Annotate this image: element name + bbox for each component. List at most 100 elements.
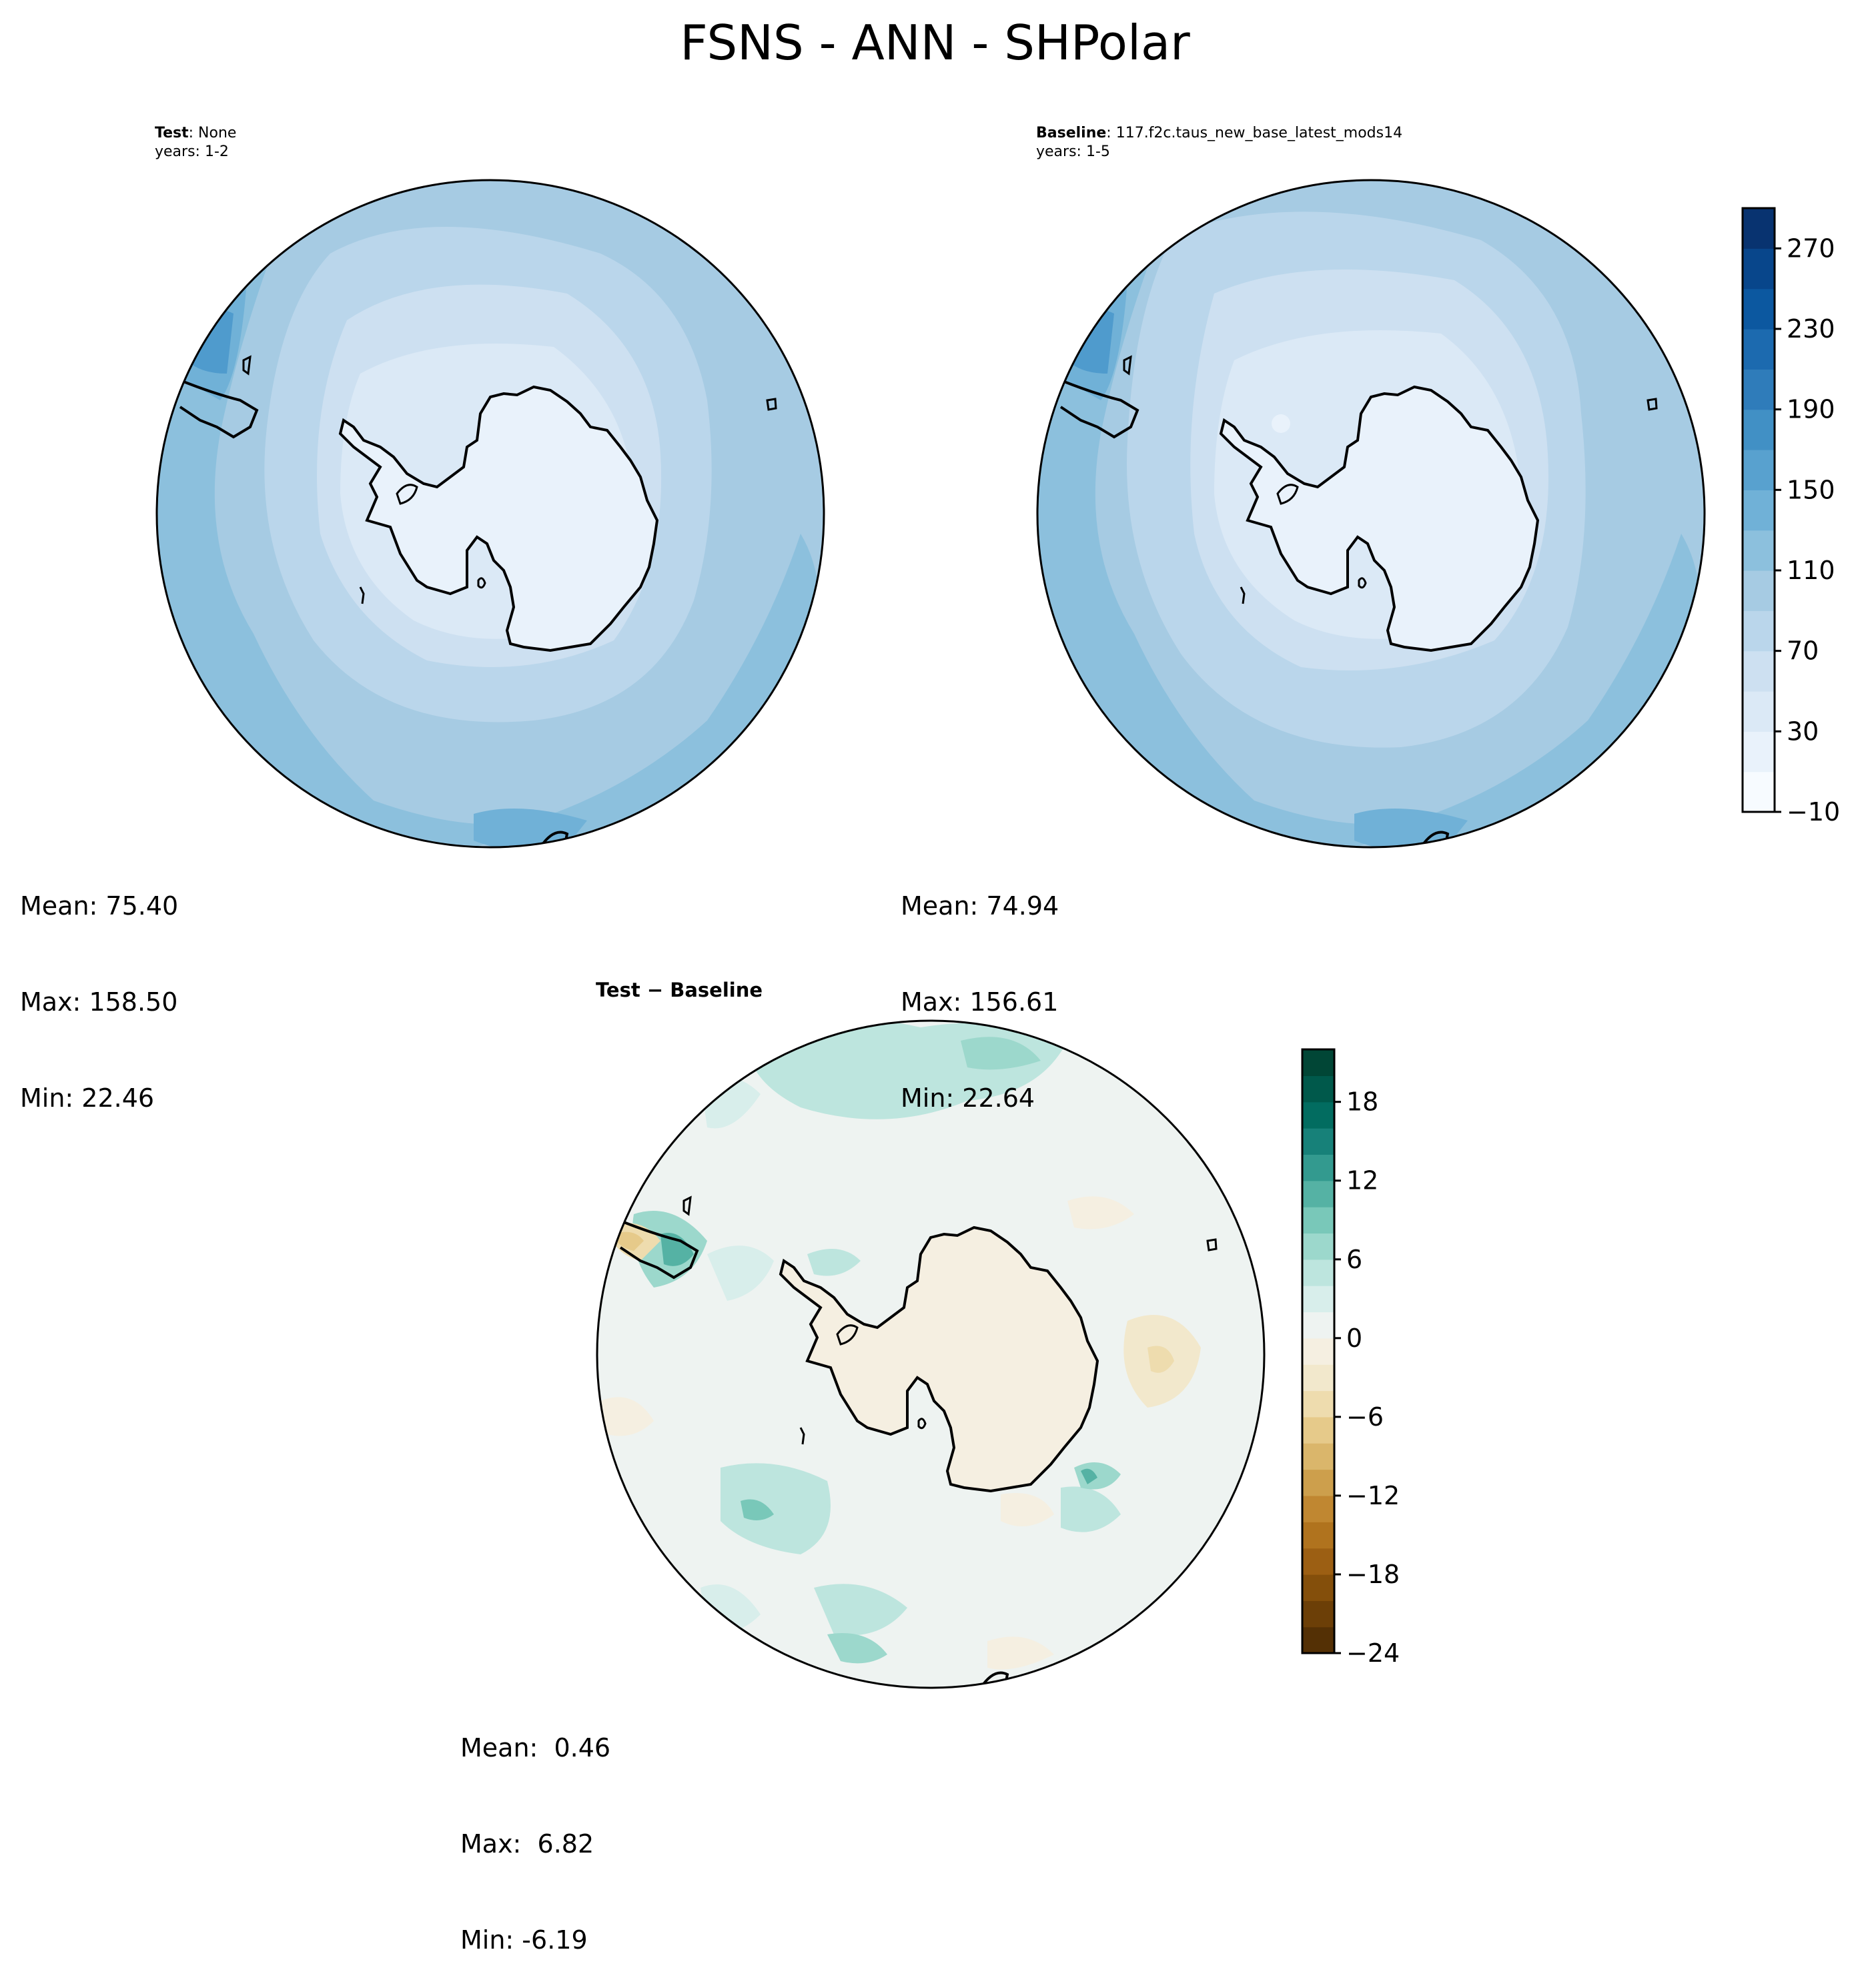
diff-kerguelen bbox=[1206, 1238, 1218, 1252]
test-label-bold: Test bbox=[155, 125, 189, 141]
diff-south-america-coast bbox=[619, 1219, 699, 1280]
main-colorbar-segment bbox=[1743, 450, 1775, 490]
diff-colorbar-segment bbox=[1302, 1443, 1334, 1470]
test-label-rest: : None bbox=[188, 125, 237, 141]
test-mean: Mean: 75.40 bbox=[20, 891, 179, 921]
main-colorbar-segment bbox=[1743, 288, 1775, 330]
main-colorbar-segment bbox=[1743, 731, 1775, 773]
baseline-coastline bbox=[1220, 386, 1539, 652]
baseline-max: Max: 156.61 bbox=[901, 987, 1059, 1017]
main-colorbar-segment bbox=[1743, 530, 1775, 571]
test-coastline bbox=[339, 386, 658, 652]
baseline-south-america-coast bbox=[1059, 379, 1139, 439]
diff-colorbar-segment bbox=[1302, 1286, 1334, 1313]
diff-colorbar-segment bbox=[1302, 1154, 1334, 1181]
baseline-mean: Mean: 74.94 bbox=[901, 891, 1059, 921]
test-map bbox=[157, 180, 824, 847]
diff-colorbar-tick-label: 6 bbox=[1346, 1245, 1362, 1274]
main-colorbar-segment bbox=[1743, 490, 1775, 531]
diff-colorbar-segment bbox=[1302, 1049, 1334, 1076]
baseline-panel-label: Baseline: 117.f2c.taus_new_base_latest_m… bbox=[1036, 124, 1402, 161]
test-south-america-coast bbox=[179, 379, 259, 439]
main-colorbar-tick-label: 70 bbox=[1787, 636, 1819, 666]
diff-colorbar-segment bbox=[1302, 1075, 1334, 1103]
maps-svg: 270 230 190 150 110 70 30 −10 18 12 6 0 −6 −12 −18 −24 bbox=[155, 179, 1840, 1689]
main-colorbar-tick-label: 30 bbox=[1787, 716, 1819, 746]
diff-colorbar-segment bbox=[1302, 1207, 1334, 1234]
diff-colorbar-segment bbox=[1302, 1390, 1334, 1418]
diff-colorbar-segment bbox=[1302, 1364, 1334, 1392]
diff-max: Max: 6.82 bbox=[460, 1829, 594, 1859]
diff-colorbar: 18 12 6 0 −6 −12 −18 −24 bbox=[1301, 1048, 1400, 1668]
main-colorbar-tick-label: 270 bbox=[1787, 233, 1835, 263]
test-years: years: 1-2 bbox=[155, 143, 229, 160]
diff-colorbar-segment bbox=[1302, 1495, 1334, 1522]
diff-colorbar-segment bbox=[1302, 1469, 1334, 1496]
diff-island bbox=[682, 1195, 692, 1216]
diff-colorbar-segment bbox=[1302, 1101, 1334, 1129]
test-kerguelen bbox=[766, 398, 777, 411]
figure-title: FSNS - ANN - SHPolar bbox=[680, 15, 1190, 71]
diff-colorbar-border bbox=[1301, 1048, 1336, 1654]
test-max: Max: 158.50 bbox=[20, 987, 178, 1017]
main-colorbar-segment bbox=[1743, 329, 1775, 370]
main-colorbar-segment bbox=[1743, 691, 1775, 732]
test-island bbox=[242, 355, 252, 376]
diff-label-bold: Test − Baseline bbox=[596, 979, 763, 1001]
diff-colorbar-segment bbox=[1302, 1312, 1334, 1339]
main-colorbar-tick-label: 110 bbox=[1787, 556, 1835, 585]
main-colorbar-segment bbox=[1743, 610, 1775, 652]
baseline-kerguelen bbox=[1647, 398, 1658, 411]
diff-colorbar-tick-label: −18 bbox=[1346, 1560, 1400, 1589]
diff-mean: Mean: 0.46 bbox=[460, 1733, 611, 1763]
diff-colorbar-tick-label: −6 bbox=[1346, 1402, 1384, 1432]
baseline-label-rest: : 117.f2c.taus_new_base_latest_mods14 bbox=[1106, 125, 1403, 141]
test-stats: Mean: 75.40 Max: 158.50 Min: 22.46 bbox=[20, 826, 178, 1146]
main-colorbar-segment bbox=[1743, 409, 1775, 450]
diff-colorbar-segment bbox=[1302, 1626, 1334, 1654]
baseline-island bbox=[1123, 355, 1132, 376]
diff-min: Min: -6.19 bbox=[460, 1925, 588, 1955]
baseline-years: years: 1-5 bbox=[1036, 143, 1110, 160]
diff-colorbar-segment bbox=[1302, 1259, 1334, 1286]
diff-colorbar-tick-label: 0 bbox=[1346, 1324, 1362, 1353]
diff-colorbar-segment bbox=[1302, 1600, 1334, 1628]
main-colorbar-tick-label: 190 bbox=[1787, 395, 1835, 424]
diff-colorbar-segment bbox=[1302, 1522, 1334, 1549]
main-colorbar-segment bbox=[1743, 650, 1775, 692]
main-colorbar-border bbox=[1741, 207, 1776, 813]
main-colorbar-segment bbox=[1743, 570, 1775, 611]
diff-panel-label: Test − Baseline bbox=[596, 979, 763, 1001]
main-colorbar-tick-label: 150 bbox=[1787, 475, 1835, 504]
diff-colorbar-segment bbox=[1302, 1128, 1334, 1155]
diff-map bbox=[597, 1021, 1264, 1688]
baseline-stats: Mean: 74.94 Max: 156.61 Min: 22.64 bbox=[901, 826, 1059, 1146]
diff-colorbar-segment bbox=[1302, 1338, 1334, 1365]
diff-colorbar-tick-label: 12 bbox=[1346, 1166, 1378, 1195]
baseline-label-bold: Baseline bbox=[1036, 125, 1107, 141]
diff-colorbar-segment bbox=[1302, 1574, 1334, 1601]
main-colorbar-tick-label: 230 bbox=[1787, 314, 1835, 344]
diff-colorbar-segment bbox=[1302, 1548, 1334, 1575]
main-colorbar-segment bbox=[1743, 208, 1775, 249]
baseline-map-border bbox=[1036, 179, 1706, 849]
diff-stats: Mean: 0.46 Max: 6.82 Min: -6.19 bbox=[460, 1668, 610, 1988]
diff-coastline bbox=[779, 1226, 1099, 1492]
main-colorbar: 270 230 190 150 110 70 30 −10 bbox=[1741, 207, 1840, 827]
test-min: Min: 22.46 bbox=[20, 1083, 155, 1113]
main-colorbar-segment bbox=[1743, 248, 1775, 290]
test-map-border bbox=[155, 179, 825, 849]
diff-map-border bbox=[596, 1019, 1266, 1689]
baseline-min: Min: 22.64 bbox=[901, 1083, 1035, 1113]
main-colorbar-segment bbox=[1743, 369, 1775, 410]
diff-colorbar-tick-label: 18 bbox=[1346, 1087, 1378, 1117]
diff-colorbar-segment bbox=[1302, 1416, 1334, 1444]
main-colorbar-tick-label: −10 bbox=[1787, 797, 1840, 827]
diff-colorbar-segment bbox=[1302, 1233, 1334, 1260]
diff-colorbar-tick-label: −24 bbox=[1346, 1638, 1400, 1668]
test-panel-label: Test: None years: 1-2 bbox=[155, 124, 236, 161]
main-colorbar-segment bbox=[1743, 771, 1775, 813]
baseline-map bbox=[1037, 180, 1705, 847]
diff-colorbar-tick-label: −12 bbox=[1346, 1481, 1400, 1510]
diff-colorbar-segment bbox=[1302, 1180, 1334, 1207]
